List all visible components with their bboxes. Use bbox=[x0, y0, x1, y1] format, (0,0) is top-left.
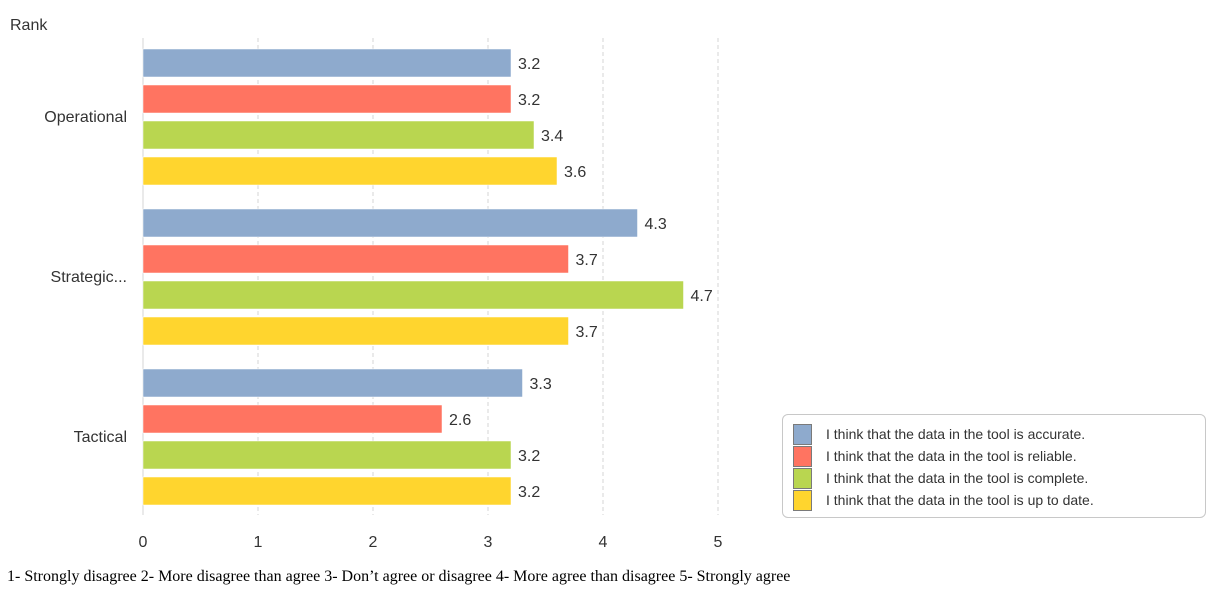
bar bbox=[142, 208, 638, 238]
value-labels: 3.2 3.2 3.4 3.6 4.3 3.7 4.7 3.7 3.3 2.6 3.2 3.2 bbox=[449, 56, 713, 501]
bar-value-label: 4.3 bbox=[645, 216, 667, 233]
legend-swatch bbox=[793, 445, 812, 467]
bar bbox=[142, 404, 443, 434]
legend-label: I think that the data in the tool is com… bbox=[826, 470, 1089, 486]
bar-value-label: 3.2 bbox=[518, 92, 540, 109]
legend-swatch bbox=[793, 489, 812, 511]
bar-value-label: 3.2 bbox=[518, 448, 540, 465]
legend-swatch bbox=[793, 423, 812, 445]
x-tick-label: 4 bbox=[599, 534, 608, 551]
bar bbox=[142, 156, 558, 186]
gridlines bbox=[142, 38, 719, 515]
bar bbox=[142, 120, 535, 150]
bar-value-label: 3.6 bbox=[564, 164, 586, 181]
legend: I think that the data in the tool is acc… bbox=[782, 414, 1206, 518]
x-tick-label: 5 bbox=[714, 534, 723, 551]
legend-label: I think that the data in the tool is up … bbox=[826, 492, 1094, 508]
category-label: Tactical bbox=[74, 429, 127, 446]
bar bbox=[142, 280, 684, 310]
bar-value-label: 3.3 bbox=[530, 376, 552, 393]
legend-item: I think that the data in the tool is rel… bbox=[793, 445, 1195, 467]
bar-value-label: 4.7 bbox=[691, 288, 713, 305]
category-label: Operational bbox=[44, 109, 127, 126]
y-axis-title: Rank bbox=[10, 17, 48, 34]
x-tick-label: 1 bbox=[254, 534, 263, 551]
bar bbox=[142, 316, 569, 346]
bar bbox=[142, 440, 512, 470]
x-tick-label: 3 bbox=[484, 534, 493, 551]
bar-value-label: 3.7 bbox=[576, 324, 598, 341]
legend-item: I think that the data in the tool is com… bbox=[793, 467, 1195, 489]
bar bbox=[142, 48, 512, 78]
bar-value-label: 3.4 bbox=[541, 128, 563, 145]
x-tick-label: 0 bbox=[139, 534, 148, 551]
bar-value-label: 2.6 bbox=[449, 412, 471, 429]
bar bbox=[142, 476, 512, 506]
bar bbox=[142, 244, 569, 274]
bar-value-label: 3.2 bbox=[518, 484, 540, 501]
bar-value-label: 3.7 bbox=[576, 252, 598, 269]
x-tick-label: 2 bbox=[369, 534, 378, 551]
bar bbox=[142, 84, 512, 114]
legend-item: I think that the data in the tool is acc… bbox=[793, 423, 1195, 445]
legend-label: I think that the data in the tool is acc… bbox=[826, 426, 1086, 442]
bar-value-label: 3.2 bbox=[518, 56, 540, 73]
scale-footnote: 1- Strongly disagree 2- More disagree th… bbox=[7, 568, 791, 585]
bar bbox=[142, 368, 523, 398]
legend-label: I think that the data in the tool is rel… bbox=[826, 448, 1077, 464]
legend-swatch bbox=[793, 467, 812, 489]
legend-item: I think that the data in the tool is up … bbox=[793, 489, 1195, 511]
x-axis: 0 1 2 3 4 5 bbox=[139, 534, 723, 551]
bars bbox=[142, 48, 684, 506]
y-axis: Rank Operational Strategic... Tactical bbox=[10, 17, 127, 446]
category-label: Strategic... bbox=[51, 269, 127, 286]
